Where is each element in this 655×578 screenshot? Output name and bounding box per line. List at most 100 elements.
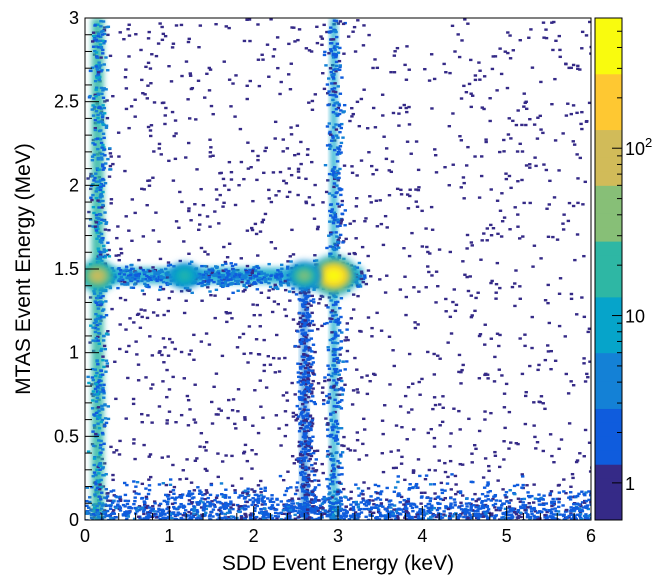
low-energy-event (362, 507, 367, 511)
background-event (438, 424, 442, 427)
background-event (124, 87, 129, 90)
low-energy-event (125, 502, 130, 506)
band-event (96, 511, 101, 515)
band-event (104, 359, 109, 362)
background-event (184, 299, 188, 302)
background-event (249, 166, 253, 169)
band-event (304, 288, 308, 291)
band-event (329, 42, 334, 45)
band-event (310, 470, 314, 473)
low-energy-event (187, 494, 192, 498)
low-energy-event (203, 492, 207, 496)
background-event (160, 456, 164, 459)
low-energy-event (279, 500, 284, 503)
low-energy-event (485, 510, 490, 513)
band-event (306, 503, 310, 506)
background-event (236, 410, 240, 413)
band-event (103, 403, 107, 406)
background-event (256, 154, 260, 158)
low-energy-event (296, 511, 301, 515)
band-event (303, 472, 307, 475)
background-event (259, 405, 263, 408)
background-event (311, 203, 315, 207)
band-event (100, 121, 105, 124)
low-energy-event (522, 506, 526, 510)
background-event (497, 368, 501, 371)
band-event (96, 314, 100, 318)
low-energy-event (502, 511, 506, 515)
background-event (460, 463, 465, 466)
band-event (104, 88, 108, 91)
band-event (302, 432, 307, 435)
band-event (311, 493, 315, 496)
background-event (555, 238, 560, 241)
background-event (150, 421, 154, 424)
low-energy-event (440, 491, 445, 495)
band-event (343, 224, 347, 227)
background-event (352, 25, 357, 29)
band-event (293, 344, 298, 348)
low-energy-event (579, 504, 583, 508)
background-event (379, 222, 384, 226)
low-energy-event (562, 513, 566, 516)
low-energy-event (328, 514, 332, 518)
band-event (332, 357, 336, 361)
background-event (405, 110, 409, 114)
band-event (94, 229, 99, 232)
band-event (333, 176, 338, 179)
background-event (575, 233, 580, 236)
band-event (247, 284, 252, 288)
band-event (91, 339, 95, 342)
background-event (139, 48, 143, 52)
background-event (373, 373, 377, 377)
background-event (251, 149, 255, 153)
low-energy-event (279, 518, 283, 520)
band-event (92, 321, 97, 325)
background-event (428, 252, 432, 255)
band-event (334, 502, 338, 505)
band-event (89, 196, 93, 199)
background-event (518, 39, 522, 42)
band-event (337, 481, 342, 485)
background-event (149, 124, 154, 127)
band-event (337, 68, 342, 72)
background-event (395, 187, 400, 191)
band-event (94, 221, 99, 224)
background-event (252, 313, 256, 317)
band-event (298, 502, 302, 506)
band-event (334, 191, 338, 195)
low-energy-event (89, 513, 94, 517)
band-event (122, 280, 127, 284)
background-event (414, 140, 419, 143)
low-energy-event (578, 509, 582, 513)
band-event (286, 284, 291, 287)
band-event (338, 46, 342, 50)
low-energy-event (414, 482, 419, 486)
background-event (361, 44, 366, 47)
low-energy-event (523, 504, 528, 507)
low-energy-event (575, 513, 580, 517)
background-event (243, 418, 247, 421)
band-event (331, 353, 336, 357)
low-energy-event (264, 510, 268, 514)
background-event (296, 152, 301, 156)
band-event (98, 446, 102, 450)
band-event (146, 279, 150, 282)
band-event (93, 24, 97, 27)
low-energy-event (271, 506, 276, 510)
band-event (332, 347, 336, 351)
band-event (298, 316, 303, 320)
low-energy-event (202, 505, 207, 509)
band-event (131, 286, 136, 289)
low-energy-event (438, 512, 443, 516)
band-event (326, 485, 330, 488)
low-energy-event (288, 514, 292, 518)
background-event (477, 377, 482, 380)
band-event (298, 325, 303, 328)
low-energy-event (192, 509, 196, 513)
low-energy-event (132, 517, 137, 520)
background-event (190, 86, 195, 90)
background-event (369, 201, 373, 204)
band-event (337, 102, 341, 106)
band-event (310, 419, 315, 422)
